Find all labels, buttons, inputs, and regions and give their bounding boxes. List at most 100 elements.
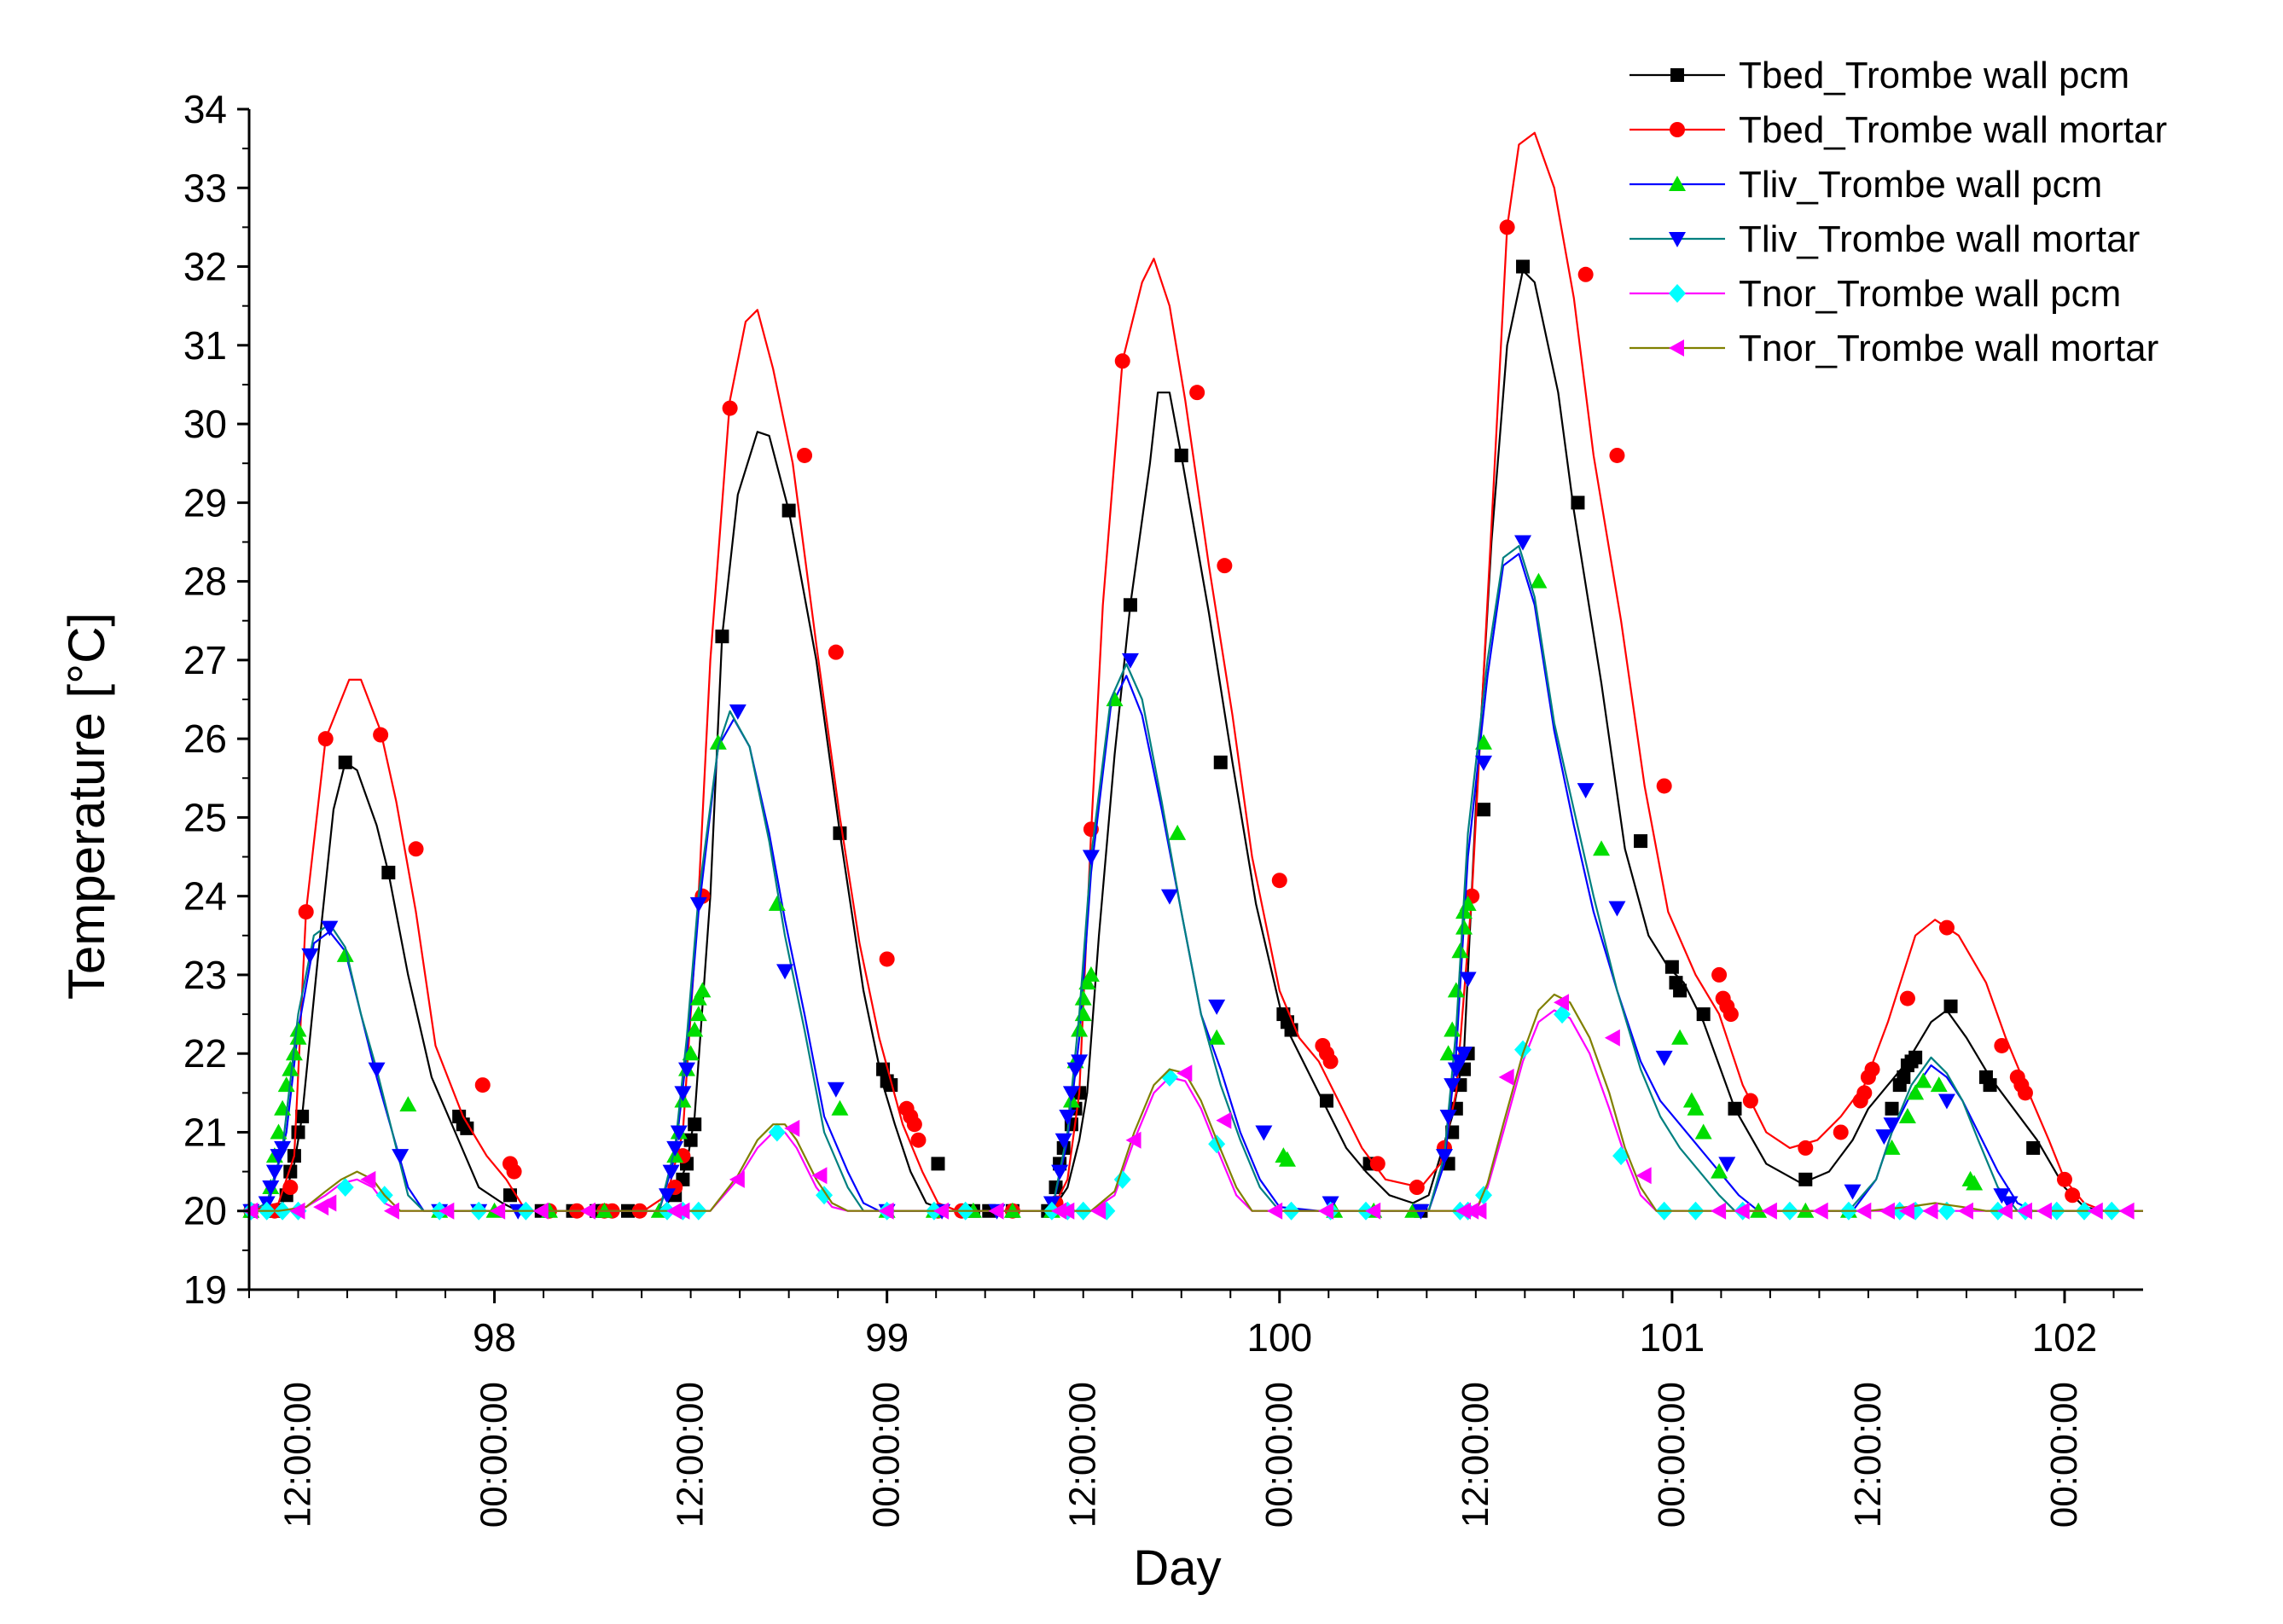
data-point bbox=[931, 1157, 945, 1171]
data-point bbox=[1696, 1007, 1711, 1022]
data-point bbox=[1875, 1129, 1893, 1146]
data-point bbox=[1174, 448, 1188, 462]
legend-marker bbox=[1670, 122, 1685, 137]
data-point bbox=[1812, 1202, 1828, 1220]
data-point bbox=[1957, 1202, 1973, 1220]
data-point bbox=[1074, 989, 1092, 1006]
data-point bbox=[1711, 1163, 1728, 1179]
x-time-label: 00:00:00 bbox=[473, 1382, 515, 1528]
data-point bbox=[1514, 1040, 1532, 1059]
data-point bbox=[797, 447, 813, 463]
data-point bbox=[1090, 1202, 1107, 1220]
ticks-layer: 19 20 21 22 23 24 25 26 27 28 29 30 31 32 33 34 98 99 100 1… bbox=[183, 87, 2115, 1528]
data-point bbox=[1930, 1076, 1948, 1093]
data-point bbox=[1054, 1133, 1072, 1149]
data-point bbox=[1711, 966, 1728, 983]
data-point bbox=[1444, 1078, 1461, 1094]
x-time-label: 12:00:00 bbox=[1847, 1382, 1889, 1528]
data-point bbox=[270, 1123, 288, 1140]
y-tick-label: 32 bbox=[183, 245, 227, 289]
y-tick-label: 26 bbox=[183, 716, 227, 761]
data-point bbox=[781, 503, 796, 518]
data-point bbox=[262, 1180, 280, 1197]
legend-entry: Tliv_Trombe wall mortar bbox=[1629, 218, 2140, 260]
data-point bbox=[1734, 1202, 1750, 1220]
data-point bbox=[321, 920, 339, 937]
data-point bbox=[827, 1082, 845, 1098]
legend-marker bbox=[1669, 284, 1686, 303]
data-point bbox=[336, 946, 354, 962]
data-point bbox=[1447, 982, 1465, 998]
data-point bbox=[1883, 1117, 1901, 1134]
data-point bbox=[338, 755, 352, 769]
data-point bbox=[1459, 972, 1477, 988]
data-point bbox=[1798, 1172, 1813, 1186]
x-time-label: 12:00:00 bbox=[670, 1382, 712, 1528]
data-point bbox=[368, 1062, 386, 1078]
data-point bbox=[784, 1119, 800, 1137]
data-point bbox=[1655, 1050, 1673, 1066]
legend-label: Tnor_Trombe wall mortar bbox=[1739, 328, 2158, 369]
data-point bbox=[282, 1060, 299, 1076]
data-point bbox=[579, 1202, 595, 1220]
data-point bbox=[1071, 1054, 1089, 1070]
data-point bbox=[689, 989, 707, 1006]
x-time-label: 00:00:00 bbox=[866, 1382, 908, 1528]
data-point bbox=[1798, 1140, 1814, 1156]
legend-entry: Tnor_Trombe wall mortar bbox=[1629, 328, 2158, 369]
data-point bbox=[1728, 1101, 1742, 1116]
data-point bbox=[1514, 535, 1532, 551]
data-point bbox=[768, 895, 786, 911]
data-point bbox=[1499, 219, 1515, 235]
data-point bbox=[1898, 1202, 1914, 1220]
data-point bbox=[1475, 734, 1493, 750]
x-tick-label: 102 bbox=[2032, 1315, 2098, 1360]
data-point bbox=[1322, 1053, 1339, 1070]
data-point bbox=[1943, 999, 1958, 1013]
data-point bbox=[1577, 266, 1594, 282]
data-point bbox=[277, 1076, 295, 1093]
data-point bbox=[2017, 1085, 2033, 1101]
data-point bbox=[1455, 1047, 1473, 1063]
data-point bbox=[1078, 974, 1096, 990]
data-point bbox=[1554, 994, 1570, 1012]
data-point bbox=[1718, 1157, 1736, 1173]
data-point bbox=[1722, 1006, 1739, 1023]
data-point bbox=[1899, 990, 1915, 1006]
data-point bbox=[1208, 1029, 1226, 1045]
data-point bbox=[1554, 1005, 1571, 1024]
data-point bbox=[274, 1140, 292, 1157]
data-point bbox=[1123, 598, 1137, 612]
y-tick-label: 28 bbox=[183, 560, 227, 604]
data-point bbox=[321, 1194, 337, 1212]
data-point bbox=[1216, 1111, 1232, 1129]
data-point bbox=[399, 1096, 417, 1112]
legend-marker bbox=[1669, 176, 1686, 191]
data-point bbox=[833, 826, 847, 840]
y-tick-label: 24 bbox=[183, 874, 227, 919]
x-time-label: 12:00:00 bbox=[277, 1382, 319, 1528]
y-tick-label: 27 bbox=[183, 638, 227, 682]
data-point bbox=[373, 727, 389, 743]
data-point bbox=[2118, 1202, 2135, 1220]
data-point bbox=[816, 1186, 834, 1205]
data-point bbox=[1593, 840, 1611, 856]
data-point bbox=[1879, 1202, 1895, 1220]
legend-label: Tnor_Trombe wall pcm bbox=[1739, 273, 2121, 315]
data-point bbox=[1255, 1125, 1273, 1141]
data-point bbox=[1908, 1050, 1923, 1064]
data-point bbox=[1885, 1101, 1899, 1116]
data-point bbox=[729, 704, 746, 720]
data-point bbox=[1121, 652, 1139, 669]
data-point bbox=[408, 841, 424, 857]
data-point bbox=[1471, 1202, 1487, 1220]
data-point bbox=[884, 1078, 898, 1093]
data-point bbox=[295, 1110, 310, 1124]
data-point bbox=[265, 1164, 283, 1180]
data-point bbox=[1369, 1156, 1385, 1172]
data-point bbox=[1082, 966, 1100, 982]
x-time-label: 00:00:00 bbox=[1651, 1382, 1693, 1528]
data-point bbox=[2016, 1202, 2032, 1220]
data-point bbox=[1436, 1149, 1454, 1165]
